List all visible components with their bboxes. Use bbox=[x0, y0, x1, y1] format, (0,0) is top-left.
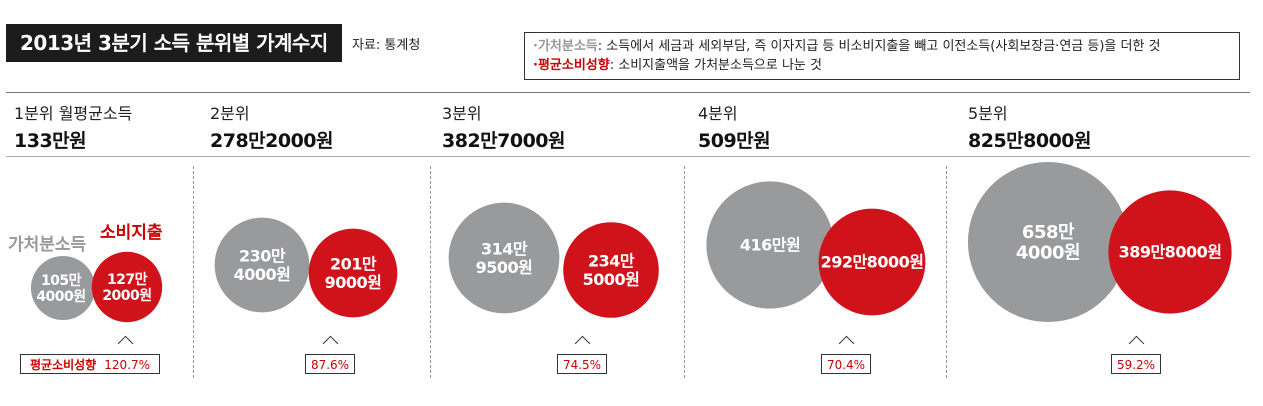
quintile-income: 278만2000원 bbox=[210, 130, 334, 152]
source-note: 자료: 통계청 bbox=[352, 38, 421, 53]
spending-bubble bbox=[818, 208, 926, 316]
propensity-callout: 74.5% bbox=[557, 354, 607, 374]
column-divider bbox=[193, 166, 194, 378]
quintile-label: 1분위 월평균소득 bbox=[14, 104, 133, 123]
disposable-income-value: 4000원 bbox=[234, 265, 291, 284]
disposable-income-value: 105만 bbox=[41, 273, 82, 289]
definition-term: 가처분소득 bbox=[537, 39, 598, 54]
spending-value: 234만 bbox=[588, 251, 635, 270]
disposable-income-bubble bbox=[214, 217, 310, 313]
propensity-callout: 70.4% bbox=[821, 354, 871, 374]
propensity-value: 87.6% bbox=[310, 358, 350, 372]
spending-value: 201만 bbox=[330, 254, 377, 273]
column-divider bbox=[946, 166, 947, 378]
propensity-callout: 87.6% bbox=[305, 354, 355, 374]
propensity-value: 120.7% bbox=[104, 358, 150, 372]
spending-value: 5000원 bbox=[583, 270, 640, 289]
disposable-income-value: 416만원 bbox=[740, 236, 800, 255]
top-rule bbox=[6, 92, 1250, 93]
quintile-income: 382만7000원 bbox=[442, 130, 566, 152]
propensity-callout: 평균소비성향 120.7% bbox=[20, 354, 160, 374]
definition-text: : 소득에서 세금과 세외부담, 즉 이자지급 등 비소비지출을 빼고 이전소득… bbox=[597, 39, 1161, 54]
chart-title: 2013년 3분기 소득 분위별 가계수지 bbox=[6, 24, 342, 62]
disposable-income-value: 9500원 bbox=[476, 258, 533, 277]
spending-bubble bbox=[563, 222, 659, 318]
column-divider bbox=[684, 166, 685, 378]
propensity-value: 59.2% bbox=[1116, 358, 1156, 372]
definition-marker: · bbox=[533, 39, 538, 54]
definitions-box: ·가처분소득: 소득에서 세금과 세외부담, 즉 이자지급 등 비소비지출을 빼… bbox=[524, 32, 1240, 80]
quintile-label: 4분위 bbox=[698, 104, 738, 123]
spending-bubble bbox=[1108, 190, 1232, 314]
propensity-value: 74.5% bbox=[562, 358, 602, 372]
disposable-income-value: 4000원 bbox=[36, 289, 85, 305]
definition-disposable: ·가처분소득: 소득에서 세금과 세외부담, 즉 이자지급 등 비소비지출을 빼… bbox=[533, 37, 1231, 56]
propensity-callout: 59.2% bbox=[1111, 354, 1161, 374]
disposable-income-value: 4000원 bbox=[1016, 243, 1080, 264]
propensity-value: 70.4% bbox=[826, 358, 866, 372]
disposable-income-bubble bbox=[706, 181, 834, 309]
disposable-income-bubble bbox=[30, 255, 96, 321]
definition-term: 평균소비성향 bbox=[537, 58, 610, 73]
disposable-income-value: 658만 bbox=[1022, 222, 1075, 243]
spending-bubble bbox=[308, 228, 398, 318]
quintile-label: 3분위 bbox=[442, 104, 482, 123]
disposable-income-value: 314만 bbox=[481, 239, 528, 258]
quintile-income: 133만원 bbox=[14, 130, 87, 152]
spending-value: 292만8000원 bbox=[821, 253, 924, 272]
spending-value: 9000원 bbox=[325, 273, 382, 292]
definition-propensity: ·평균소비성향: 소비지출액을 가처분소득으로 나눈 것 bbox=[533, 56, 1231, 75]
definition-marker: · bbox=[533, 58, 538, 73]
disposable-income-bubble bbox=[967, 161, 1129, 323]
spending-bubble bbox=[91, 251, 163, 323]
quintile-label: 5분위 bbox=[968, 104, 1008, 123]
column-divider bbox=[430, 166, 431, 378]
header-rule bbox=[6, 156, 1250, 157]
spending-value: 389만8000원 bbox=[1119, 243, 1222, 262]
spending-value: 2000원 bbox=[102, 288, 151, 304]
spending-value: 127만 bbox=[107, 272, 148, 288]
legend-disposable: 가처분소득 bbox=[8, 235, 87, 255]
disposable-income-bubble bbox=[448, 202, 560, 314]
definition-text: : 소비지출액을 가처분소득으로 나눈 것 bbox=[609, 58, 822, 73]
quintile-income: 509만원 bbox=[698, 130, 771, 152]
legend-spending: 소비지출 bbox=[100, 223, 163, 243]
quintile-income: 825만8000원 bbox=[968, 130, 1092, 152]
quintile-label: 2분위 bbox=[210, 104, 250, 123]
propensity-label: 평균소비성향 bbox=[29, 358, 97, 372]
disposable-income-value: 230만 bbox=[239, 246, 286, 265]
